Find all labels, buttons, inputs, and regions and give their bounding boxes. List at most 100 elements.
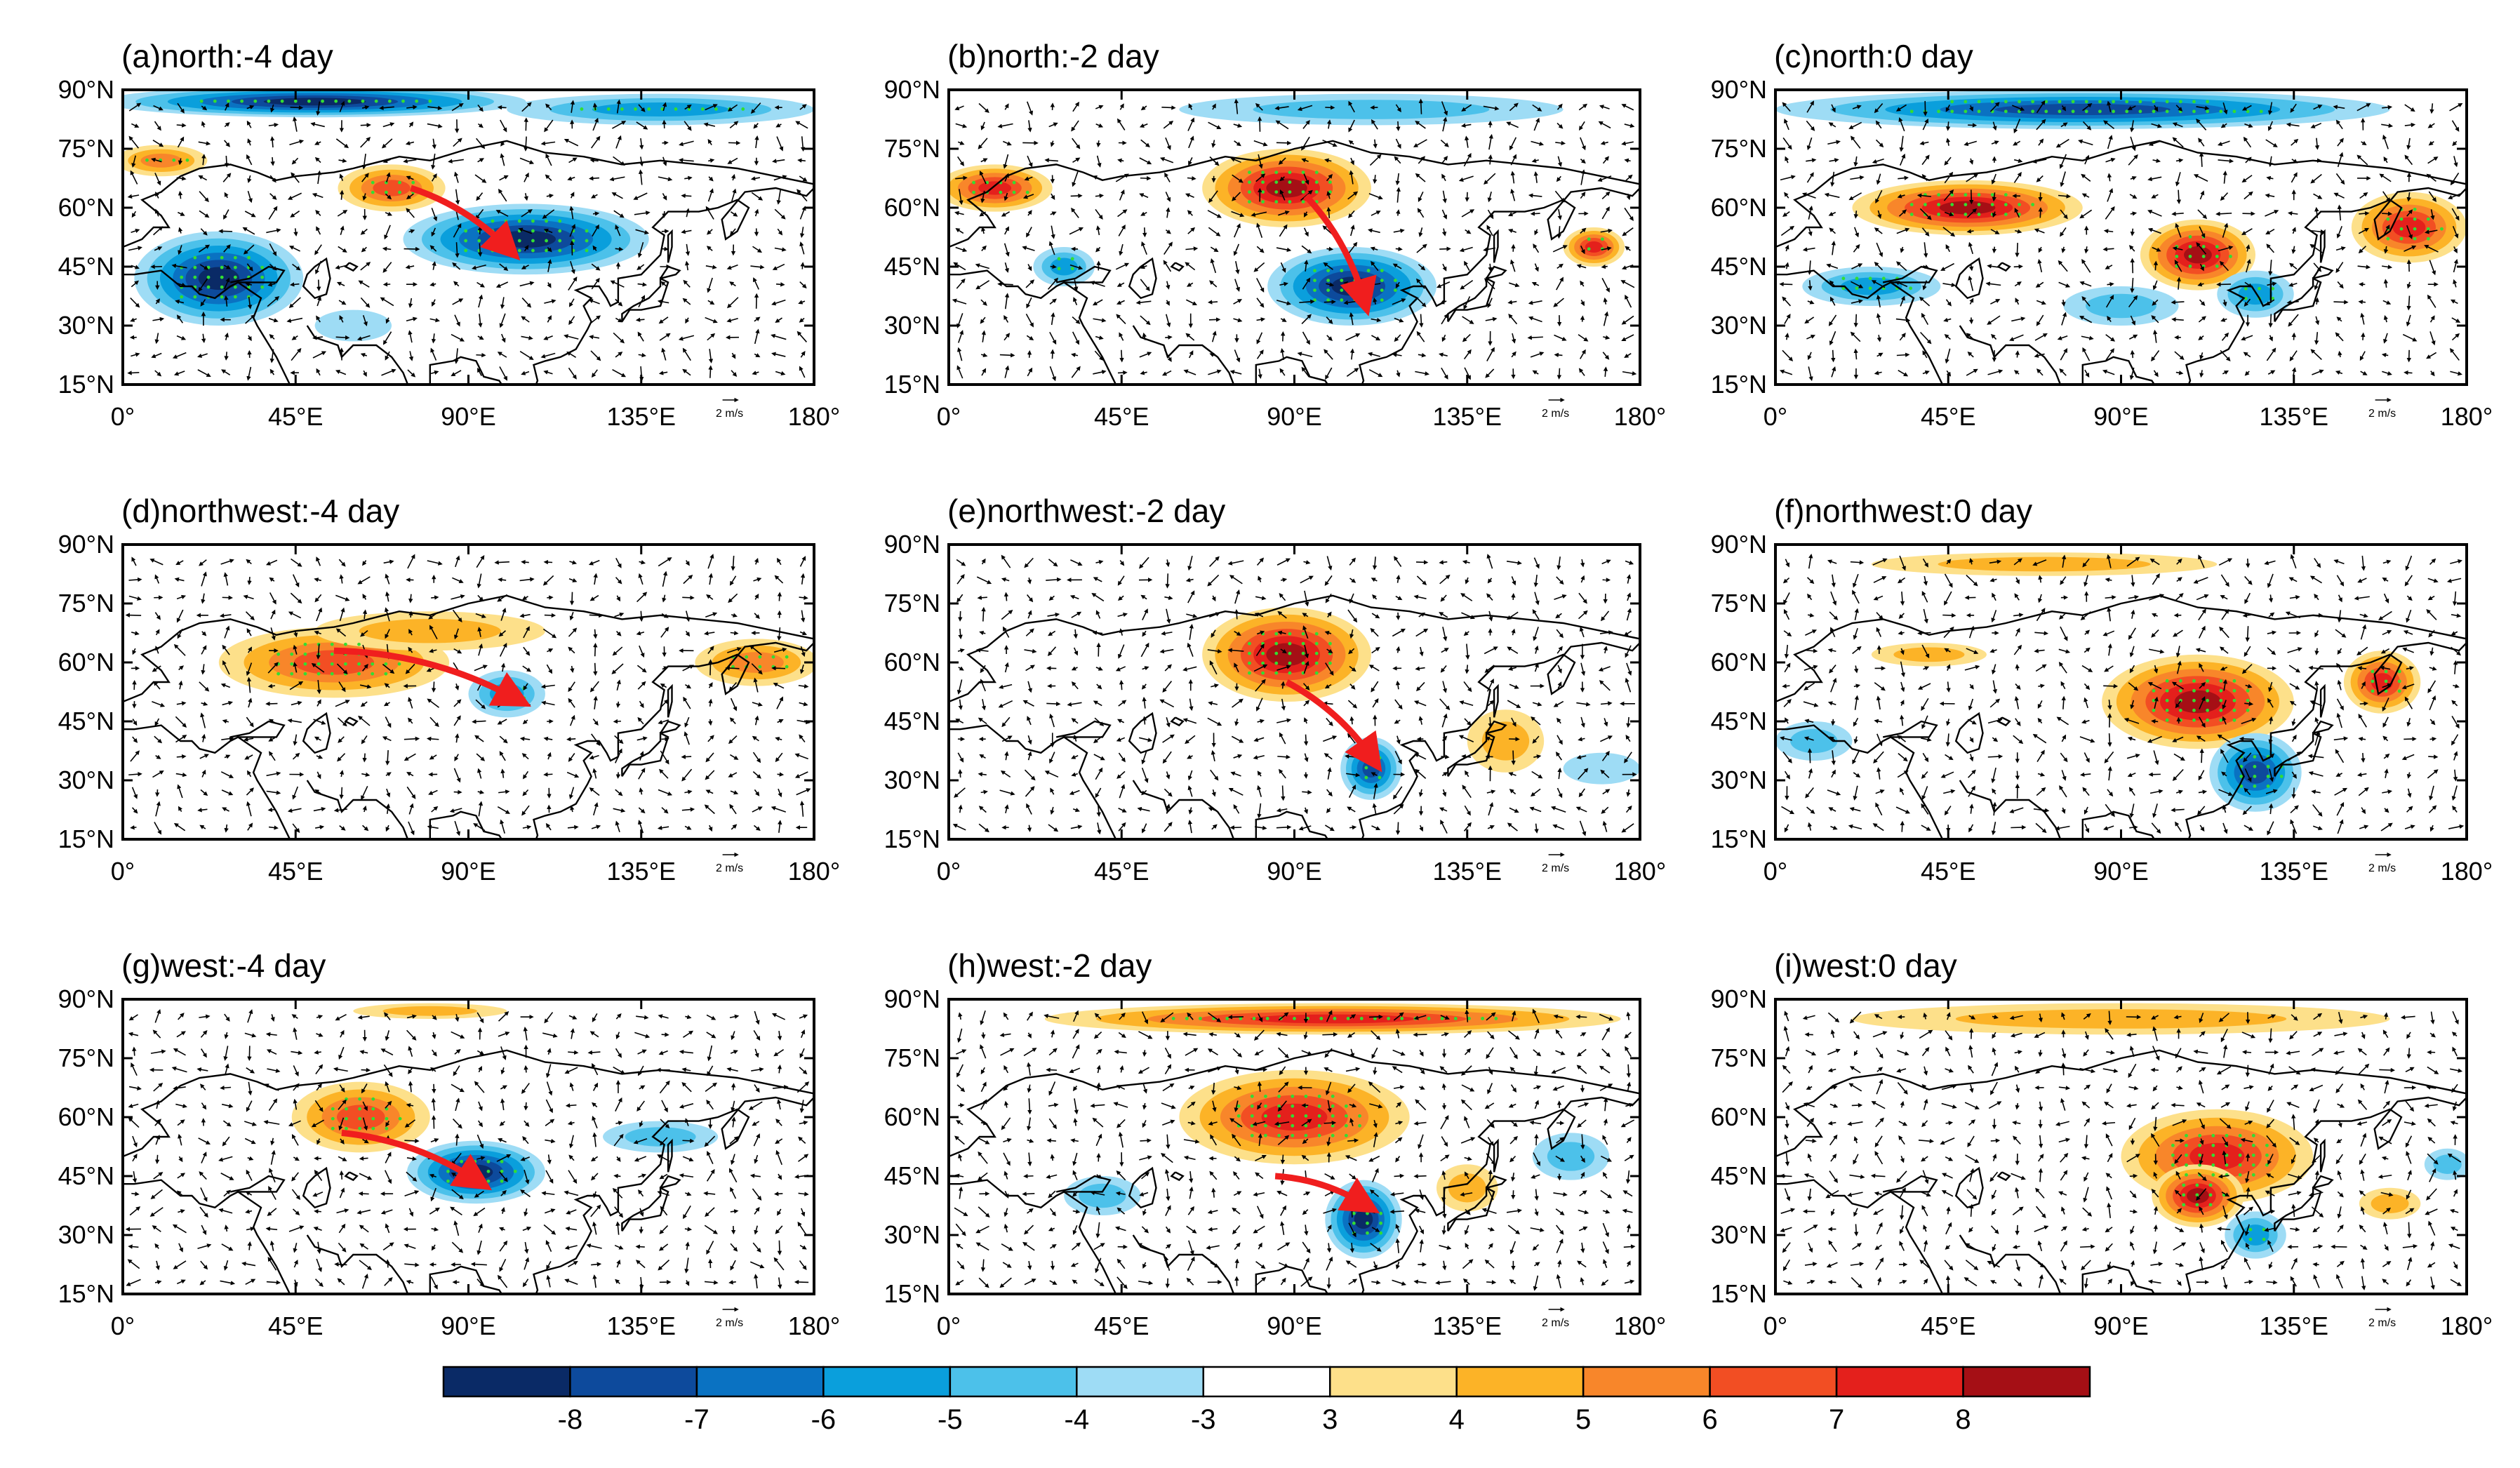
wind-vector	[430, 347, 437, 361]
wind-vector	[592, 245, 597, 251]
stipple-dot	[1378, 766, 1382, 770]
wind-vector	[293, 228, 298, 236]
wind-vector	[1322, 701, 1333, 706]
wind-vector	[731, 370, 738, 378]
wind-vector	[1488, 263, 1493, 272]
wind-vector	[1280, 681, 1286, 689]
anomaly-blob	[1266, 178, 1307, 198]
wind-vector	[2038, 207, 2043, 218]
stipple-dot	[1248, 661, 1251, 665]
wind-vector	[1511, 750, 1516, 766]
wind-vector	[774, 208, 786, 220]
wind-vector	[499, 263, 509, 272]
y-tick-label: 90°N	[58, 985, 114, 1013]
stipple-dot	[1199, 1017, 1202, 1020]
stipple-dot	[398, 1116, 402, 1121]
anomaly-blob	[592, 102, 729, 116]
wind-vector	[731, 352, 736, 359]
wind-vector	[521, 297, 532, 308]
wind-vector	[404, 1138, 420, 1144]
stipple-dot	[1314, 171, 1319, 175]
x-tick-label: 180°	[2441, 402, 2493, 431]
stipple-dot	[491, 239, 495, 243]
wind-vector	[752, 246, 762, 253]
reference-vector-label: 2 m/s	[2368, 408, 2396, 420]
wind-vector	[337, 210, 348, 217]
stipple-dot	[1274, 641, 1279, 646]
wind-vector	[800, 350, 806, 358]
wind-vector	[499, 366, 508, 381]
stipple-dot	[1344, 1104, 1348, 1108]
stipple-dot	[1248, 651, 1251, 655]
wind-vector	[247, 577, 252, 585]
wind-vector	[475, 208, 484, 220]
wind-vector	[1626, 716, 1631, 728]
stipple-dot	[276, 672, 281, 676]
wind-vector	[1046, 1138, 1056, 1143]
stipple-dot	[2232, 718, 2236, 722]
stipple-dot	[371, 662, 375, 666]
stipple-dot	[1261, 171, 1265, 175]
wind-vector	[451, 370, 462, 377]
wind-vector	[1942, 613, 1956, 618]
stipple-dot	[1378, 775, 1382, 780]
y-tick-label: 60°N	[58, 1102, 114, 1131]
wind-vector	[1486, 1280, 1497, 1285]
wind-vector	[429, 282, 436, 287]
stipple-dot	[1841, 276, 1846, 281]
wind-vector	[127, 194, 140, 199]
stipple-dot	[1380, 269, 1384, 272]
wind-vector	[707, 300, 715, 305]
coastline	[2152, 432, 2182, 439]
stipple-dot	[1057, 257, 1061, 261]
wind-vector	[958, 1103, 965, 1108]
stipple-dot	[1380, 279, 1384, 282]
stipple-dot	[1277, 1133, 1281, 1137]
wind-vector	[635, 1244, 645, 1249]
stipple-dot	[1964, 100, 1968, 104]
wind-vector	[637, 282, 648, 287]
wind-vector	[543, 335, 553, 340]
wind-vector	[726, 264, 738, 270]
stipple-dot	[2138, 109, 2142, 114]
stipple-dot	[2232, 708, 2236, 712]
wind-vector	[2199, 748, 2204, 763]
stipple-dot	[1587, 237, 1591, 241]
map-area	[1775, 545, 2467, 839]
wind-vector	[565, 1103, 577, 1108]
wind-vector	[312, 193, 324, 199]
stipple-dot	[316, 662, 321, 666]
wind-vector	[362, 314, 368, 327]
y-tick-label: 75°N	[58, 134, 114, 163]
wind-vector	[335, 335, 350, 340]
stipple-dot	[1855, 286, 1859, 291]
wind-vector	[2314, 297, 2319, 305]
stipple-dot	[486, 1159, 491, 1163]
stipple-dot	[260, 275, 265, 279]
wind-vector	[2151, 719, 2159, 724]
wind-vector	[360, 262, 371, 271]
wind-vector	[958, 610, 963, 622]
stipple-dot	[1937, 213, 1940, 216]
anomaly-blob	[1331, 276, 1373, 296]
stipple-dot	[185, 158, 189, 162]
y-tick-label: 45°N	[884, 1161, 940, 1190]
wind-vector	[591, 277, 600, 290]
wind-vector	[1556, 368, 1562, 380]
stipple-dot	[2031, 203, 2035, 206]
stipple-dot	[290, 662, 294, 666]
y-tick-label: 15°N	[884, 1279, 940, 1308]
wind-vector	[361, 1067, 371, 1073]
wind-vector	[731, 1083, 736, 1090]
anomaly-blob	[1939, 201, 1996, 215]
stipple-dot	[531, 239, 535, 243]
stipple-dot	[1427, 1017, 1431, 1020]
wind-vector	[592, 224, 599, 237]
wind-vector	[661, 736, 669, 742]
stipple-dot	[2253, 775, 2257, 778]
wind-vector	[314, 244, 322, 255]
stipple-dot	[585, 248, 589, 253]
wind-vector	[178, 211, 185, 216]
stipple-dot	[1288, 651, 1292, 655]
